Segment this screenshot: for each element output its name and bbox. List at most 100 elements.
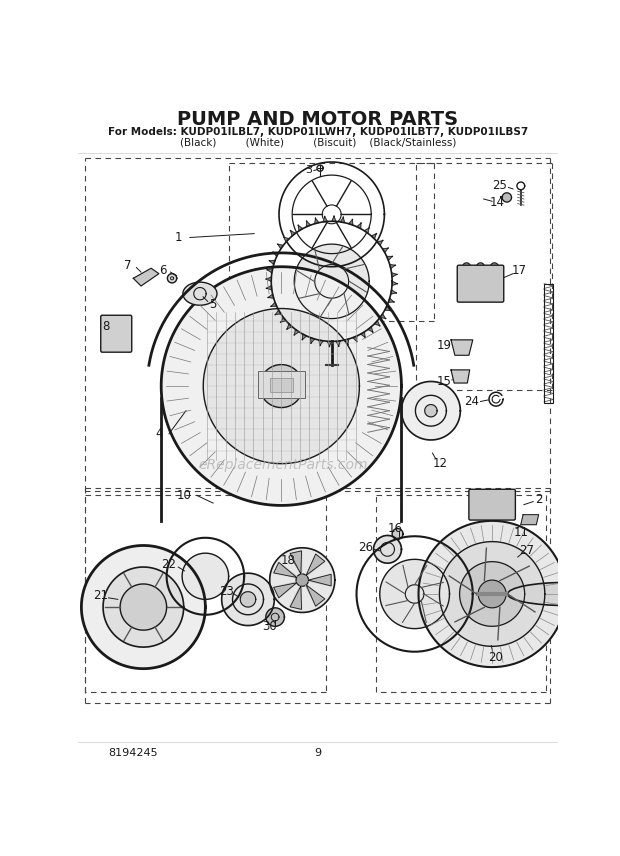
Polygon shape: [368, 327, 373, 332]
Polygon shape: [133, 268, 159, 286]
Polygon shape: [306, 585, 325, 606]
Polygon shape: [302, 334, 306, 340]
Polygon shape: [306, 221, 311, 227]
Polygon shape: [402, 382, 460, 440]
Text: 14: 14: [490, 196, 505, 210]
Text: eReplacementParts.com: eReplacementParts.com: [198, 458, 368, 472]
Polygon shape: [286, 324, 292, 330]
Polygon shape: [319, 340, 323, 346]
Text: PUMP AND MOTOR PARTS: PUMP AND MOTOR PARTS: [177, 110, 458, 129]
Polygon shape: [280, 318, 286, 323]
Polygon shape: [306, 554, 325, 576]
Text: 3: 3: [305, 165, 312, 175]
Polygon shape: [294, 330, 299, 336]
Polygon shape: [451, 340, 472, 355]
Text: 22: 22: [161, 558, 177, 571]
Polygon shape: [365, 228, 370, 234]
Polygon shape: [348, 219, 353, 225]
Polygon shape: [385, 306, 391, 311]
Polygon shape: [308, 574, 331, 586]
Polygon shape: [272, 377, 291, 395]
Polygon shape: [294, 244, 369, 318]
Polygon shape: [290, 551, 301, 574]
Polygon shape: [390, 265, 396, 269]
Text: 18: 18: [281, 555, 296, 568]
Polygon shape: [315, 218, 319, 223]
Polygon shape: [273, 562, 297, 578]
Polygon shape: [283, 236, 289, 242]
Polygon shape: [269, 260, 275, 265]
Polygon shape: [477, 263, 484, 270]
Polygon shape: [463, 263, 471, 270]
Polygon shape: [374, 321, 380, 326]
Ellipse shape: [508, 582, 620, 605]
Polygon shape: [120, 584, 167, 630]
Polygon shape: [323, 217, 327, 222]
Polygon shape: [222, 574, 275, 626]
Polygon shape: [418, 520, 565, 667]
Polygon shape: [371, 234, 377, 239]
Polygon shape: [380, 559, 450, 628]
Bar: [258, 371, 304, 398]
Text: 15: 15: [436, 375, 451, 388]
Text: 27: 27: [520, 544, 534, 557]
Text: 19: 19: [436, 339, 451, 352]
Polygon shape: [374, 536, 402, 563]
Polygon shape: [387, 256, 392, 260]
Polygon shape: [361, 332, 366, 338]
Polygon shape: [167, 274, 177, 282]
Polygon shape: [332, 216, 336, 222]
Text: 12: 12: [433, 456, 448, 470]
Polygon shape: [391, 290, 397, 294]
Text: 2: 2: [535, 493, 542, 506]
Polygon shape: [266, 286, 272, 290]
Polygon shape: [336, 341, 340, 347]
Text: 11: 11: [513, 526, 528, 539]
Polygon shape: [266, 277, 272, 282]
Text: 24: 24: [464, 395, 479, 408]
Polygon shape: [327, 342, 332, 347]
FancyBboxPatch shape: [469, 490, 515, 520]
Bar: [270, 378, 293, 392]
Polygon shape: [241, 591, 255, 607]
Text: For Models: KUDP01ILBL7, KUDP01ILWH7, KUDP01ILBT7, KUDP01ILBS7: For Models: KUDP01ILBL7, KUDP01ILWH7, KU…: [108, 127, 528, 137]
Polygon shape: [451, 370, 470, 383]
Polygon shape: [378, 240, 383, 246]
Text: 9: 9: [314, 748, 321, 758]
Text: 20: 20: [489, 651, 503, 663]
Polygon shape: [277, 244, 283, 249]
Polygon shape: [268, 294, 273, 298]
Text: 8: 8: [102, 319, 110, 332]
Polygon shape: [81, 545, 205, 669]
Text: 30: 30: [262, 620, 277, 633]
Polygon shape: [271, 302, 277, 306]
Polygon shape: [273, 252, 278, 257]
Polygon shape: [357, 223, 361, 229]
Bar: [544, 283, 553, 403]
Polygon shape: [270, 548, 335, 612]
Polygon shape: [161, 267, 402, 505]
FancyBboxPatch shape: [458, 265, 503, 302]
Polygon shape: [340, 217, 345, 223]
Polygon shape: [298, 225, 303, 231]
Text: 7: 7: [124, 259, 131, 272]
Polygon shape: [311, 337, 315, 343]
Text: 5: 5: [210, 298, 217, 311]
Polygon shape: [490, 263, 498, 270]
Polygon shape: [380, 314, 386, 319]
Polygon shape: [383, 247, 389, 253]
Text: 1: 1: [174, 231, 182, 244]
Text: (Black)         (White)         (Biscuit)    (Black/Stainless): (Black) (White) (Biscuit) (Black/Stainle…: [180, 138, 456, 148]
Polygon shape: [440, 542, 545, 646]
Polygon shape: [290, 586, 301, 609]
Text: 4: 4: [155, 427, 162, 440]
FancyBboxPatch shape: [100, 315, 131, 352]
Text: 17: 17: [512, 265, 527, 277]
Polygon shape: [260, 365, 303, 407]
Polygon shape: [345, 339, 348, 345]
Polygon shape: [388, 298, 394, 302]
Text: 21: 21: [93, 589, 108, 602]
Text: 25: 25: [492, 180, 507, 193]
Polygon shape: [103, 567, 184, 647]
Polygon shape: [425, 405, 437, 417]
